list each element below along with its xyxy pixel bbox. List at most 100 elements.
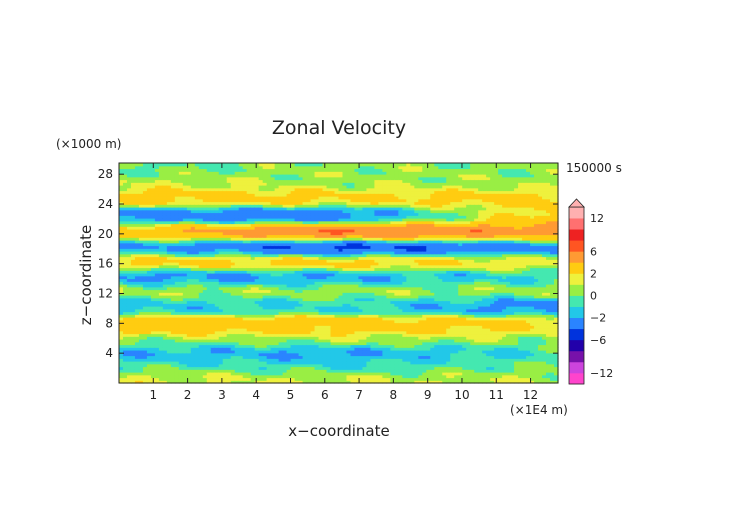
field-cell xyxy=(178,314,184,318)
field-cell xyxy=(226,251,232,255)
field-cell xyxy=(158,358,164,362)
field-cell xyxy=(122,372,128,376)
field-cell xyxy=(158,278,164,282)
field-cell xyxy=(158,292,164,296)
field-cell xyxy=(238,317,244,321)
field-cell xyxy=(126,369,132,373)
field-cell xyxy=(166,174,172,178)
field-cell xyxy=(126,231,132,236)
field-cell xyxy=(194,380,200,384)
field-cell xyxy=(126,374,132,379)
field-cell xyxy=(182,218,188,222)
field-cell xyxy=(226,358,232,362)
field-cell xyxy=(198,325,204,329)
field-cell xyxy=(222,248,228,252)
field-cell xyxy=(154,372,160,376)
field-cell xyxy=(234,207,240,211)
field-cell xyxy=(202,201,208,205)
field-cell xyxy=(222,319,228,324)
field-cell xyxy=(198,336,204,340)
field-cell xyxy=(198,366,204,370)
field-cell xyxy=(218,300,224,304)
field-cell xyxy=(178,231,184,236)
field-cell xyxy=(258,163,264,167)
field-cell xyxy=(218,275,224,280)
field-cell xyxy=(190,220,196,225)
field-cell xyxy=(119,163,124,167)
field-cell xyxy=(214,237,220,241)
field-cell xyxy=(222,253,228,258)
field-cell xyxy=(266,163,272,167)
field-cell xyxy=(130,185,136,189)
field-cell xyxy=(222,344,228,348)
field-cell xyxy=(146,286,152,291)
field-cell xyxy=(162,251,168,255)
field-cell xyxy=(138,187,144,192)
field-cell xyxy=(178,319,184,324)
field-cell xyxy=(162,308,168,313)
field-cell xyxy=(122,369,128,373)
field-cell xyxy=(198,264,204,269)
field-cell xyxy=(150,251,156,255)
field-cell xyxy=(178,196,184,200)
field-cell xyxy=(234,369,240,373)
field-cell xyxy=(174,168,180,172)
field-cell xyxy=(126,179,132,183)
field-cell xyxy=(146,273,152,277)
field-cell xyxy=(122,352,128,357)
field-cell xyxy=(178,168,184,172)
field-cell xyxy=(218,273,224,277)
field-cell xyxy=(142,248,148,252)
field-cell xyxy=(166,240,172,244)
field-cell xyxy=(210,303,216,307)
field-cell xyxy=(238,267,244,271)
field-cell xyxy=(178,234,184,238)
field-cell xyxy=(130,248,136,252)
field-cell xyxy=(206,163,212,167)
field-cell xyxy=(122,366,128,370)
field-cell xyxy=(146,361,152,365)
field-cell xyxy=(146,350,152,354)
field-cell xyxy=(194,190,200,194)
field-cell xyxy=(166,333,172,337)
field-cell xyxy=(174,281,180,285)
field-cell xyxy=(190,352,196,357)
field-cell xyxy=(198,179,204,183)
field-cell xyxy=(162,344,168,348)
field-cell xyxy=(130,341,136,346)
field-cell xyxy=(138,190,144,194)
field-cell xyxy=(146,264,152,269)
field-cell xyxy=(126,171,132,175)
field-cell xyxy=(198,374,204,379)
field-cell xyxy=(122,295,128,299)
field-cell xyxy=(202,176,208,181)
field-cell xyxy=(186,300,192,304)
field-cell xyxy=(134,275,140,280)
field-cell xyxy=(119,171,124,175)
field-cell xyxy=(130,220,136,225)
field-cell xyxy=(230,358,236,362)
field-cell xyxy=(158,284,164,288)
field-cell xyxy=(119,223,124,227)
field-cell xyxy=(190,308,196,313)
field-cell xyxy=(214,336,220,340)
field-cell xyxy=(174,229,180,233)
field-cell xyxy=(198,215,204,219)
field-cell xyxy=(214,168,220,172)
field-cell xyxy=(186,259,192,263)
field-cell xyxy=(202,303,208,307)
field-cell xyxy=(234,248,240,252)
field-cell xyxy=(122,223,128,227)
field-cell xyxy=(202,251,208,255)
field-cell xyxy=(210,366,216,370)
field-cell xyxy=(222,374,228,379)
field-cell xyxy=(119,212,124,216)
field-cell xyxy=(194,311,200,315)
field-cell xyxy=(218,234,224,238)
field-cell xyxy=(206,262,212,266)
field-cell xyxy=(206,281,212,285)
field-cell xyxy=(122,187,128,192)
field-cell xyxy=(218,319,224,324)
field-cell xyxy=(174,344,180,348)
field-cell xyxy=(146,314,152,318)
